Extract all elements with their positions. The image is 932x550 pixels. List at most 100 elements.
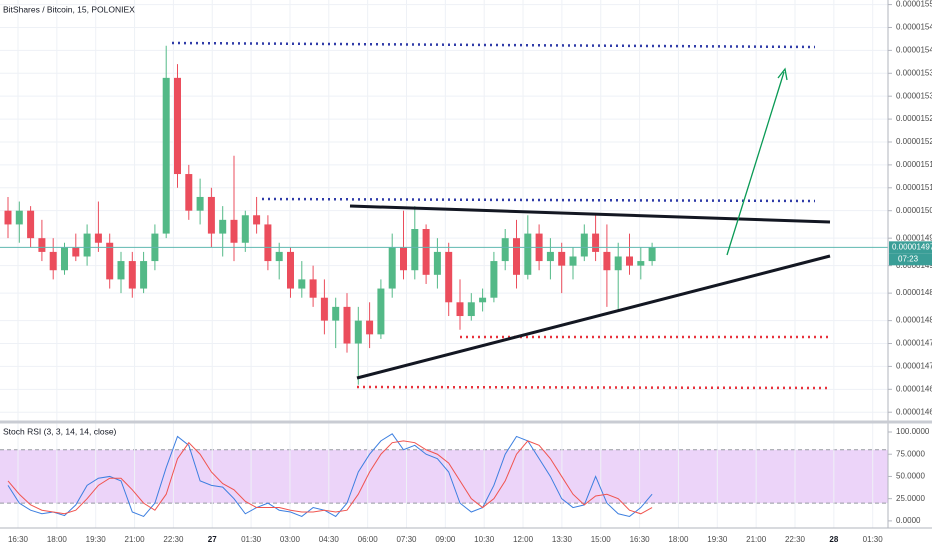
candle-body xyxy=(230,219,238,243)
candle-body xyxy=(513,238,520,275)
trend-line xyxy=(356,254,831,380)
candle-body xyxy=(27,210,35,239)
arrow xyxy=(726,71,785,256)
candle-body xyxy=(433,251,441,275)
candle-body xyxy=(445,251,453,303)
x-tick-label: 12:00 xyxy=(513,535,534,544)
y-tick-label: 0.00001545 xyxy=(896,23,932,32)
candle-body xyxy=(298,279,306,289)
candle-body xyxy=(49,251,57,271)
x-tick-label: 21:00 xyxy=(746,535,767,544)
candle-body xyxy=(72,247,80,257)
marks xyxy=(0,45,888,518)
candle-body xyxy=(174,77,181,175)
y-tick-label: 0.0000 xyxy=(896,516,921,525)
resistance-level xyxy=(261,197,816,203)
y-tick-label: 0.00001535 xyxy=(896,68,932,77)
candle-body xyxy=(456,302,464,317)
candle-body xyxy=(524,233,532,275)
arrow-head xyxy=(777,67,788,81)
candle-body xyxy=(128,261,136,289)
candle-body xyxy=(603,251,611,271)
candle-body xyxy=(275,251,283,262)
countdown-label: 07:23 xyxy=(898,254,919,263)
candle-body xyxy=(309,279,317,298)
candle-body xyxy=(422,229,430,275)
x-tick-label: 10:30 xyxy=(474,535,495,544)
candle-body xyxy=(580,233,588,257)
y-tick-label: 0.0000151 xyxy=(896,183,932,192)
x-tick-label: 16:30 xyxy=(630,535,651,544)
y-tick-label: 0.00001466 xyxy=(896,384,932,393)
candle-body xyxy=(15,210,23,225)
candle-body xyxy=(546,251,554,262)
candle-body xyxy=(377,288,385,335)
y-tick-label: 0.00001461 xyxy=(896,407,932,416)
candle-body xyxy=(106,242,114,280)
candle-body xyxy=(117,261,125,280)
trend-line xyxy=(349,204,831,224)
x-tick-label: 16:30 xyxy=(8,535,29,544)
resistance-level xyxy=(171,41,816,49)
y-tick-label: 50.0000 xyxy=(896,472,925,481)
candle-body xyxy=(140,261,148,289)
candle-body xyxy=(343,306,351,344)
y-tick-label: 0.0000154 xyxy=(896,45,932,54)
candle-body xyxy=(219,219,227,234)
candle-body xyxy=(569,256,577,266)
x-tick-label: 28 xyxy=(829,535,838,544)
y-tick-label: 0.00001515 xyxy=(896,160,932,169)
x-tick-label: 03:00 xyxy=(280,535,301,544)
candle-body xyxy=(558,251,566,266)
x-tick-label: 22:30 xyxy=(163,535,184,544)
indicator-title: Stoch RSI (3, 3, 14, 14, close) xyxy=(3,426,117,436)
y-tick-label: 0.00001481 xyxy=(896,316,932,325)
candle-body xyxy=(637,261,645,266)
candle-body xyxy=(320,297,328,321)
y-tick-label: 0.00001471 xyxy=(896,362,932,371)
x-tick-label: 27 xyxy=(208,535,217,544)
candle-body xyxy=(264,224,272,262)
countdown-box xyxy=(889,253,932,266)
y-tick-label: 100.0000 xyxy=(896,427,930,436)
y-tick-label: 0.00001476 xyxy=(896,339,932,348)
candle-body xyxy=(490,261,498,298)
candle-body xyxy=(4,210,12,225)
y-tick-label: 25.0000 xyxy=(896,494,925,503)
candle-body xyxy=(94,233,102,243)
candle-body xyxy=(614,256,622,271)
candle-body xyxy=(38,238,46,252)
x-tick-label: 18:00 xyxy=(668,535,689,544)
candle-body xyxy=(626,256,633,266)
x-tick-label: 04:30 xyxy=(319,535,340,544)
last-price-label: 0.00001497 xyxy=(892,242,932,251)
candle-body xyxy=(196,196,204,211)
candle-body xyxy=(366,320,374,335)
x-tick-label: 09:00 xyxy=(435,535,456,544)
candle-body xyxy=(592,233,600,252)
x-tick-label: 19:30 xyxy=(707,535,728,544)
x-tick-label: 21:00 xyxy=(125,535,146,544)
candle-body xyxy=(354,320,362,344)
x-tick-label: 07:30 xyxy=(396,535,417,544)
y-tick-label: 0.00001525 xyxy=(896,114,932,123)
candle-body xyxy=(241,215,249,243)
candle-body xyxy=(185,174,193,211)
x-tick-label: 22:30 xyxy=(785,535,806,544)
x-tick-label: 06:00 xyxy=(358,535,379,544)
chart-title: BitShares / Bitcoin, 15, POLONIEX xyxy=(3,4,135,14)
x-tick-label: 15:00 xyxy=(591,535,612,544)
y-tick-label: 0.00001505 xyxy=(896,206,932,215)
candle-body xyxy=(648,247,656,262)
y-tick-label: 0.0000153 xyxy=(896,91,932,100)
y-tick-label: 75.0000 xyxy=(896,449,925,458)
candle-body xyxy=(411,229,419,271)
y-tick-label: 0.00001499 xyxy=(896,233,932,242)
candle-body xyxy=(479,297,487,303)
stoch-line xyxy=(7,440,653,515)
candle-body xyxy=(162,77,170,234)
x-tick-label: 13:30 xyxy=(552,535,573,544)
candle-body xyxy=(501,238,509,262)
candle-body xyxy=(253,215,261,225)
